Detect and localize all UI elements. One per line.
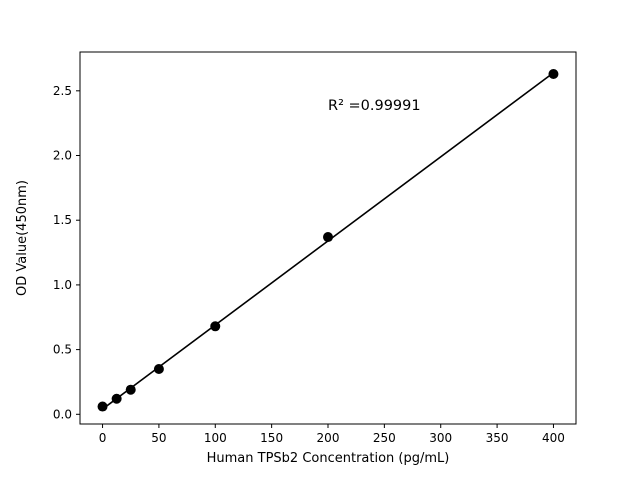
y-tick-label: 0.5 (53, 343, 72, 357)
x-tick-label: 150 (260, 431, 283, 445)
x-axis-label: Human TPSb2 Concentration (pg/mL) (207, 451, 450, 466)
y-tick-label: 2.5 (53, 84, 72, 98)
y-tick-label: 2.0 (53, 149, 72, 163)
data-point (97, 401, 108, 412)
data-point (153, 364, 164, 375)
data-point (548, 68, 559, 79)
x-tick-label: 350 (486, 431, 509, 445)
plot-layer: 0 50 100 150 200 250 300 350 400 0.0 0.5 1.0 1.5 2.0 2… (53, 51, 577, 445)
x-tick-label: 250 (373, 431, 396, 445)
y-tick-label: 0.0 (53, 407, 72, 421)
x-tick-label: 0 (99, 431, 107, 445)
x-tick-label: 300 (429, 431, 452, 445)
data-point (210, 321, 221, 332)
x-tick-label: 200 (317, 431, 340, 445)
y-tick-label: 1.0 (53, 278, 72, 292)
data-point (125, 384, 136, 395)
r-squared-annotation: R² =0.99991 (328, 98, 421, 114)
data-point (323, 232, 333, 243)
y-axis-label: OD Value(450nm) (15, 180, 30, 296)
data-point (111, 393, 122, 404)
x-tick-label: 100 (204, 431, 227, 445)
x-tick-label: 400 (542, 431, 565, 445)
x-tick-label: 50 (151, 431, 166, 445)
y-tick-label: 1.5 (53, 213, 72, 227)
